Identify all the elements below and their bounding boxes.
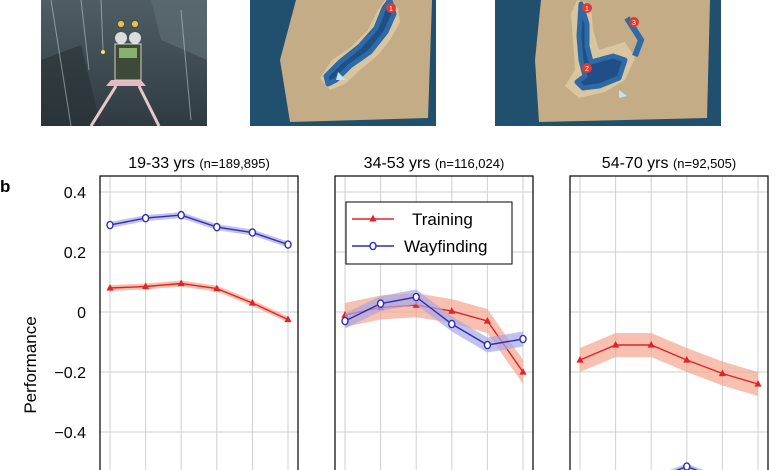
wayfinding-point bbox=[106, 220, 114, 230]
training-point bbox=[683, 356, 691, 363]
training-point bbox=[612, 341, 620, 348]
subplot-title-age: 54-70 yrs bbox=[602, 155, 673, 172]
subplot-title: 34-53 yrs (n=116,024) bbox=[364, 155, 505, 172]
confidence-band bbox=[580, 333, 758, 396]
legend-wayfinding-label: Wayfinding bbox=[404, 237, 487, 256]
wayfinding-point bbox=[483, 340, 492, 350]
subplot-title-age: 34-53 yrs bbox=[364, 155, 435, 172]
training-point bbox=[248, 299, 256, 306]
training-point bbox=[106, 284, 114, 291]
subplot-title: 54-70 yrs (n=92,505) bbox=[602, 155, 736, 172]
game-scene-image bbox=[41, 0, 207, 126]
panel-label: b bbox=[0, 177, 10, 196]
map-marker-icon: 3 bbox=[629, 17, 639, 27]
wayfinding-point bbox=[284, 240, 292, 249]
wayfinding-point bbox=[412, 292, 420, 302]
y-tick-label: −0.2 bbox=[54, 365, 86, 382]
subplot-title-age: 19-33 yrs bbox=[128, 155, 199, 172]
axes-frame bbox=[334, 175, 534, 470]
training-point bbox=[647, 341, 655, 348]
svg-text:1: 1 bbox=[585, 6, 589, 13]
training-line bbox=[579, 344, 759, 385]
confidence-band bbox=[110, 212, 288, 248]
legend-training-label: Training bbox=[412, 210, 473, 229]
subplot-title-n: (n=116,024) bbox=[435, 156, 505, 171]
legend-wayfinding-marker bbox=[369, 241, 377, 251]
training-point bbox=[519, 368, 527, 375]
subplot-title-n: (n=92,505) bbox=[673, 156, 736, 171]
training-point bbox=[142, 282, 150, 290]
map-marker-icon: 1 bbox=[582, 3, 592, 13]
subplot-1: 19-33 yrs (n=189,895) bbox=[99, 155, 299, 470]
y-tick-label: −0.4 bbox=[54, 425, 86, 442]
wayfinding-point bbox=[519, 334, 527, 344]
training-point bbox=[177, 279, 185, 287]
wayfinding-line bbox=[344, 296, 524, 346]
confidence-band bbox=[345, 289, 523, 353]
axes-frame bbox=[99, 175, 299, 470]
y-tick-label: 0.2 bbox=[64, 245, 86, 262]
wayfinding-point bbox=[177, 210, 185, 220]
training-point bbox=[576, 356, 584, 363]
legend-training-marker bbox=[369, 214, 377, 222]
wayfinding-point bbox=[683, 462, 691, 470]
wayfinding-point bbox=[448, 319, 456, 329]
training-point bbox=[448, 307, 456, 314]
y-axis-label: Performance bbox=[21, 316, 40, 413]
map-marker-icon: 2 bbox=[582, 63, 592, 73]
confidence-band bbox=[345, 293, 523, 384]
wayfinding-point bbox=[141, 213, 150, 223]
wayfinding-point bbox=[213, 222, 221, 232]
wayfinding-point bbox=[376, 299, 385, 308]
wayfinding-point bbox=[248, 228, 257, 237]
y-tick-label: 0 bbox=[77, 305, 86, 322]
game-map-image-a: 1 bbox=[250, 0, 436, 126]
subplot-title-n: (n=189,895) bbox=[199, 156, 269, 171]
wayfinding-line bbox=[109, 214, 289, 246]
map-marker-icon: 1 bbox=[386, 3, 396, 13]
legend-box bbox=[345, 201, 513, 265]
game-map-image-b: 1 2 3 bbox=[495, 0, 721, 126]
svg-text:3: 3 bbox=[632, 20, 636, 27]
subplot-title: 19-33 yrs (n=189,895) bbox=[128, 155, 270, 172]
y-tick-label: 0.4 bbox=[64, 185, 86, 202]
svg-text:1: 1 bbox=[389, 6, 393, 13]
training-point bbox=[213, 284, 221, 292]
subplot-3: 54-70 yrs (n=92,505) bbox=[569, 155, 769, 470]
training-point bbox=[754, 380, 762, 387]
training-point bbox=[284, 315, 292, 323]
svg-text:2: 2 bbox=[585, 66, 589, 73]
training-point bbox=[483, 317, 491, 324]
training-point bbox=[718, 369, 726, 377]
axes-frame bbox=[569, 175, 769, 470]
legend: Training Wayfinding bbox=[345, 201, 513, 265]
training-line bbox=[109, 282, 289, 321]
wayfinding-point bbox=[341, 316, 349, 326]
